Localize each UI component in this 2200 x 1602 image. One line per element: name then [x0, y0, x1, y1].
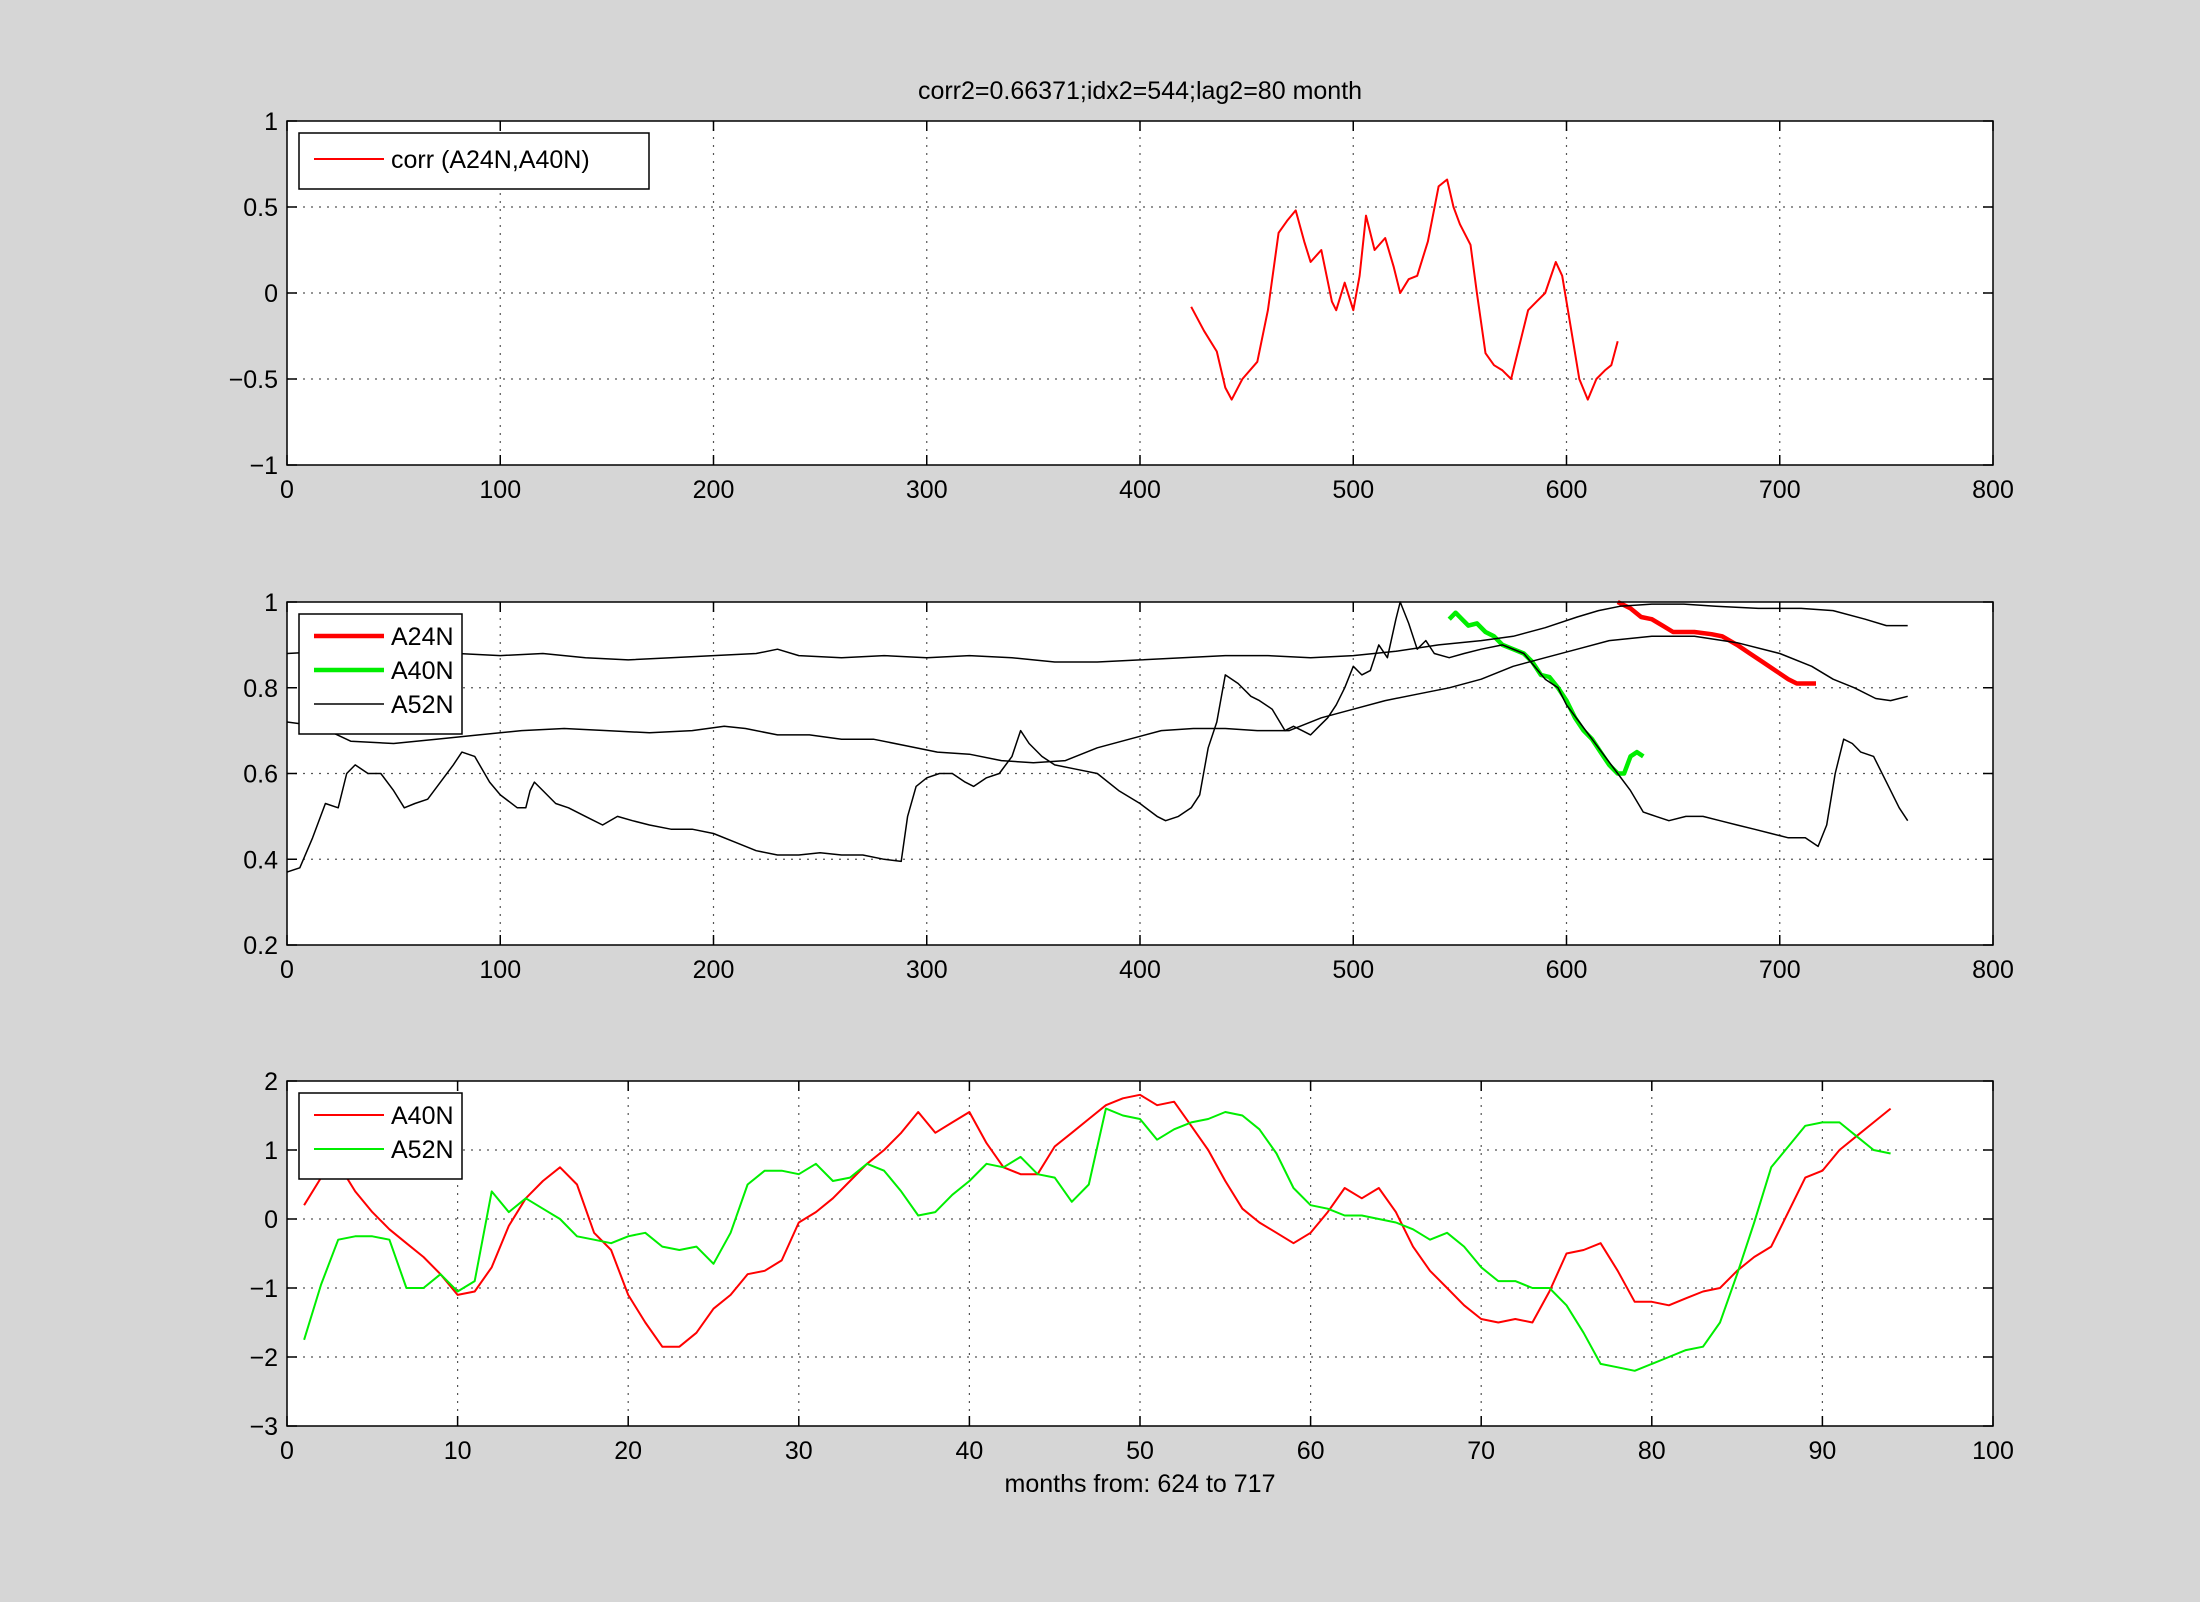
legend-label: A52N — [391, 1136, 454, 1164]
x-tick-label: 800 — [1972, 956, 2014, 984]
x-tick-label: 0 — [280, 476, 294, 504]
x-tick-label: 50 — [1126, 1437, 1154, 1465]
y-tick-label: 1 — [264, 589, 278, 617]
x-tick-label: 500 — [1332, 476, 1374, 504]
x-tick-label: 40 — [955, 1437, 983, 1465]
legend-label: A40N — [391, 657, 454, 685]
y-tick-label: −3 — [249, 1413, 278, 1441]
y-tick-label: 1 — [264, 1137, 278, 1165]
y-tick-label: 0.5 — [243, 194, 278, 222]
x-tick-label: 800 — [1972, 476, 2014, 504]
y-tick-label: 0.6 — [243, 761, 278, 789]
x-tick-label: 400 — [1119, 956, 1161, 984]
y-tick-label: 2 — [264, 1068, 278, 1096]
x-tick-label: 300 — [906, 956, 948, 984]
x-tick-label: 700 — [1759, 956, 1801, 984]
y-tick-label: 0.2 — [243, 932, 278, 960]
axes-frame — [286, 1080, 1994, 1427]
x-tick-label: 200 — [693, 476, 735, 504]
series-line-corr-a24n-a40n- — [1190, 178, 1619, 401]
plot-area — [287, 1081, 1993, 1426]
legend-box — [298, 1092, 463, 1180]
x-tick-label: 70 — [1467, 1437, 1495, 1465]
series-line-a52n — [287, 601, 1909, 873]
series-line-a52n — [287, 635, 1908, 764]
x-tick-label: 100 — [479, 956, 521, 984]
y-tick-label: −1 — [249, 1275, 278, 1303]
y-tick-label: 1 — [264, 108, 278, 136]
x-axis-label: months from: 624 to 717 — [1005, 1470, 1276, 1498]
axes-frame — [286, 601, 1994, 946]
x-tick-label: 80 — [1638, 1437, 1666, 1465]
legend-label: A24N — [391, 623, 454, 651]
x-tick-label: 300 — [906, 476, 948, 504]
y-tick-label: −0.5 — [229, 366, 278, 394]
axes-series: 0 100 200 300 400 500 600 700 800 1 0.8 0.6 0.4 0.2 A2… — [243, 589, 2014, 984]
x-tick-label: 600 — [1546, 956, 1588, 984]
x-tick-label: 10 — [444, 1437, 472, 1465]
series-line-a52n — [303, 1107, 1891, 1372]
x-tick-label: 500 — [1332, 956, 1374, 984]
legend: A40N A52N — [298, 1092, 463, 1180]
legend: A24N A40N A52N — [298, 613, 463, 735]
chart-title: corr2=0.66371;idx2=544;lag2=80 month — [918, 77, 1362, 105]
x-tick-label: 20 — [614, 1437, 642, 1465]
legend-label: corr (A24N,A40N) — [391, 146, 590, 174]
x-tick-label: 200 — [693, 956, 735, 984]
x-tick-label: 600 — [1546, 476, 1588, 504]
legend: corr (A24N,A40N) — [298, 132, 650, 190]
y-tick-label: 0 — [264, 280, 278, 308]
x-tick-label: 0 — [280, 1437, 294, 1465]
x-tick-label: 100 — [1972, 1437, 2014, 1465]
y-tick-label: −1 — [249, 452, 278, 480]
y-tick-label: 0 — [264, 1206, 278, 1234]
x-tick-label: 700 — [1759, 476, 1801, 504]
x-tick-label: 400 — [1119, 476, 1161, 504]
legend-box — [298, 132, 650, 190]
y-tick-label: −2 — [249, 1344, 278, 1372]
x-tick-label: 0 — [280, 956, 294, 984]
axes-frame — [286, 120, 1994, 466]
legend-label: A52N — [391, 691, 454, 719]
x-tick-label: 60 — [1297, 1437, 1325, 1465]
y-tick-label: 0.8 — [243, 675, 278, 703]
legend-label: A40N — [391, 1102, 454, 1130]
axes-correlation: 0 100 200 300 400 500 600 700 800 1 0.5 0 −0.5 −1 corr… — [229, 77, 2014, 504]
y-tick-label: 0.4 — [243, 846, 278, 874]
series-line-a24n — [1616, 599, 1816, 686]
series-line-a52n — [287, 603, 1908, 663]
x-tick-label: 30 — [785, 1437, 813, 1465]
x-tick-label: 90 — [1808, 1437, 1836, 1465]
x-tick-label: 100 — [479, 476, 521, 504]
series-line-a40n — [303, 1093, 1892, 1348]
